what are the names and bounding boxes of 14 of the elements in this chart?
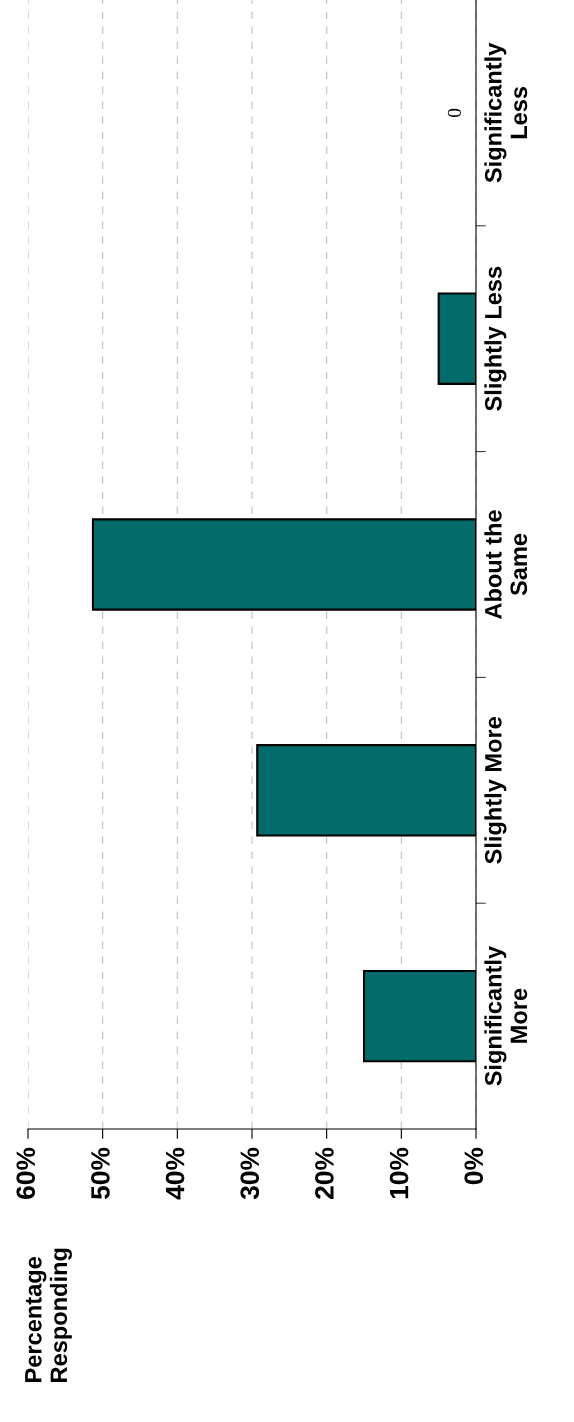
x-tick-label: 40% xyxy=(165,1147,185,1200)
y-tick-label: Slightly Less xyxy=(484,266,507,411)
y-tick-label: Significantly Less xyxy=(484,42,528,183)
x-tick-label: 60% xyxy=(16,1147,36,1199)
x-tick-label: 0% xyxy=(464,1147,484,1185)
x-tick-label: 20% xyxy=(315,1147,334,1199)
y-tick-label: About the Same xyxy=(484,510,528,619)
y-axis-title: Percentage Responding xyxy=(25,1248,72,1382)
y-tick-label: Significantly More xyxy=(484,946,528,1086)
x-tick-label: 50% xyxy=(91,1147,110,1200)
x-tick-label: 10% xyxy=(389,1147,409,1199)
y-tick-label: Slightly More xyxy=(484,716,507,864)
data-label: 0 xyxy=(447,108,461,118)
x-tick-label: 30% xyxy=(240,1147,260,1200)
